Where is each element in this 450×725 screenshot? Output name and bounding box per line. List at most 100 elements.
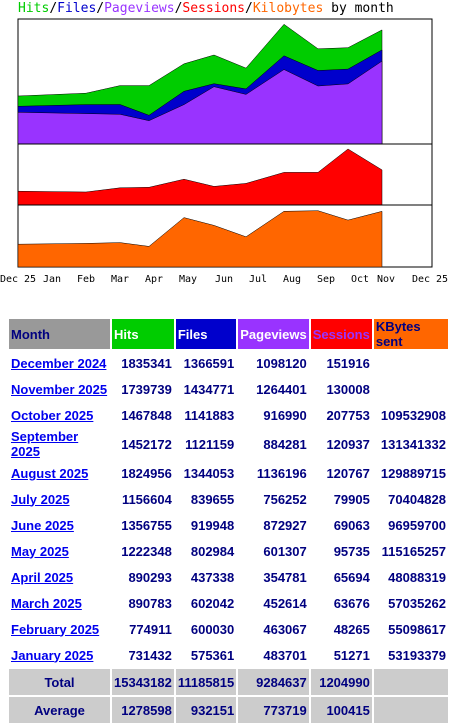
files-cell: 839655 [190, 491, 235, 507]
sessions-cell: 79905 [333, 491, 370, 507]
table-row: August 2025 1824956 1344053 1136196 120767 12… [9, 461, 448, 485]
total-hits-cell: 15343182 [112, 669, 174, 695]
table-row: May 2025 1222348 802984 601307 95735 11516525… [9, 539, 448, 563]
pageviews-cell: 884281 [263, 436, 307, 452]
title-part: / [96, 1, 105, 16]
month-link[interactable]: October 2025 [11, 407, 94, 423]
month-link[interactable]: November 2025 [11, 381, 108, 397]
kbytes-cell: 96959700 [388, 517, 446, 533]
month-cell: April 2025 [9, 565, 110, 589]
kbytes-cell: 131341332 [380, 436, 446, 452]
pageviews-cell: 756252 [263, 491, 307, 507]
sessions-cell: 120937 [326, 436, 370, 452]
title-part: Hits [18, 1, 50, 16]
title-part: by month [323, 1, 394, 16]
sessions-cell: 151916 [326, 355, 370, 371]
x-tick-label: Apr [145, 274, 163, 285]
month-link[interactable]: March 2025 [11, 595, 82, 611]
month-link[interactable]: April 2025 [11, 569, 74, 585]
month-link[interactable]: December 2024 [11, 355, 107, 371]
hits-cell: 1222348 [121, 543, 172, 559]
files-cell: 1344053 [183, 465, 235, 481]
month-link[interactable]: January 2025 [11, 647, 94, 663]
table-row: January 2025 731432 575361 483701 51271 53193… [9, 643, 448, 667]
month-link[interactable]: February 2025 [11, 621, 100, 637]
month-link[interactable]: September 2025 [11, 429, 79, 459]
kbytes-cell: 55098617 [388, 621, 446, 637]
hits-cell: 1156604 [121, 491, 172, 507]
pageviews-cell: 354781 [263, 569, 307, 585]
table-row: April 2025 890293 437338 354781 65694 4808831… [9, 565, 448, 589]
title-part: Kilobytes [252, 1, 324, 16]
files-cell: 602042 [190, 595, 235, 611]
total-label: Total [9, 669, 110, 695]
x-tick-label: Feb [77, 274, 95, 285]
files-cell: 802984 [190, 543, 235, 559]
table-row: July 2025 1156604 839655 756252 79905 7040482… [9, 487, 448, 511]
hits-cell: 1835341 [121, 355, 172, 371]
month-cell: June 2025 [9, 513, 110, 537]
kbytes-cell: 57035262 [388, 595, 446, 611]
files-cell: 1434771 [183, 381, 235, 397]
sessions-cell: 69063 [333, 517, 370, 533]
hits-cell: 1356755 [121, 517, 172, 533]
month-cell: October 2025 [9, 403, 110, 427]
hits-cell: 1452172 [121, 436, 172, 452]
x-tick-label: Jan [43, 274, 61, 285]
hits-cell: 1739739 [121, 381, 172, 397]
x-tick-label: Aug [283, 274, 301, 285]
month-link[interactable]: May 2025 [11, 543, 69, 559]
kbytes-cell: 70404828 [388, 491, 446, 507]
total-row: Total 15343182 11185815 9284637 1204990 [9, 669, 448, 695]
month-cell: August 2025 [9, 461, 110, 485]
kbytes-cell [374, 377, 448, 401]
sessions-cell: 120767 [326, 465, 370, 481]
x-tick-label: Jun [215, 274, 233, 285]
month-link[interactable]: July 2025 [11, 491, 70, 507]
month-link[interactable]: August 2025 [11, 465, 89, 481]
x-tick-label: Dec 25 [0, 274, 36, 285]
column-header: Pageviews [238, 319, 309, 349]
column-header: Month [9, 319, 110, 349]
x-tick-label: Nov [377, 274, 395, 285]
sessions-cell: 63676 [333, 595, 370, 611]
title-part: Files [57, 1, 97, 16]
column-header: Sessions [310, 319, 372, 349]
month-cell: July 2025 [9, 487, 110, 511]
column-header: KBytes sent [373, 319, 448, 349]
files-cell: 600030 [190, 621, 235, 637]
chart-title: Hits/Files/Pageviews/Sessions/Kilobytes … [18, 1, 394, 16]
month-cell: December 2024 [9, 351, 110, 375]
pageviews-cell: 452614 [263, 595, 307, 611]
month-cell: November 2025 [9, 377, 110, 401]
table-row: February 2025 774911 600030 463067 48265 5509… [9, 617, 448, 641]
pageviews-cell: 601307 [263, 543, 307, 559]
pageviews-cell: 483701 [263, 647, 307, 663]
month-link[interactable]: June 2025 [11, 517, 74, 533]
hits-cell: 890293 [128, 569, 172, 585]
series-area-sessions [17, 148, 383, 206]
average-files-cell: 932151 [175, 697, 237, 723]
month-cell: May 2025 [9, 539, 110, 563]
sessions-cell: 207753 [326, 407, 370, 423]
average-pageviews-cell: 773719 [238, 697, 309, 723]
total-kbytes-cell [373, 669, 448, 695]
x-tick-label: Sep [317, 274, 335, 285]
monthly-area-chart: Dec 25 Jan Feb Mar Apr May Jun Jul Aug Sep Oct Nov D… [0, 18, 448, 285]
hits-cell: 890783 [128, 595, 172, 611]
table-row: June 2025 1356755 919948 872927 69063 9695970… [9, 513, 448, 537]
total-files-cell: 11185815 [175, 669, 237, 695]
kbytes-cell [374, 351, 448, 375]
x-tick-label: Dec 25 [412, 274, 448, 285]
title-part: / [49, 1, 58, 16]
table-row: December 2024 1835341 1366591 1098120 151916 [9, 351, 448, 375]
x-tick-label: Oct [351, 274, 369, 285]
x-tick-label: Jul [249, 274, 267, 285]
series-area-kilobytes [17, 210, 383, 268]
average-hits-cell: 1278598 [112, 697, 174, 723]
title-part: Pageviews [104, 1, 175, 16]
kbytes-cell: 48088319 [388, 569, 446, 585]
kbytes-cell: 109532908 [380, 407, 446, 423]
table-header-row: Month Hits Files Pageviews Sessions KBytes se… [9, 319, 448, 349]
hits-cell: 1824956 [121, 465, 172, 481]
